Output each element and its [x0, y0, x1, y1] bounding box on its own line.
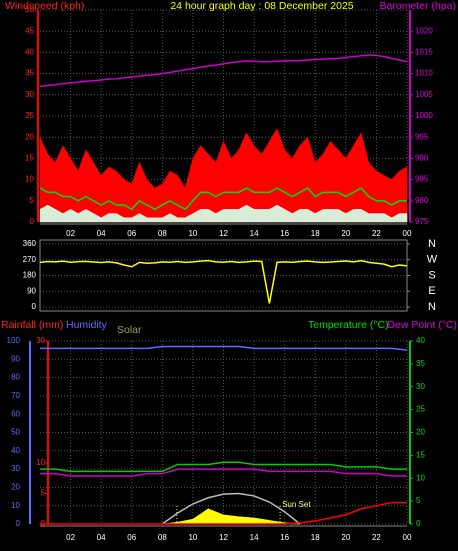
- series-line: [39, 187, 407, 211]
- series-line: [40, 345, 408, 351]
- x-tick-label: 00: [403, 533, 412, 542]
- y-tick-label: 50: [11, 428, 20, 437]
- x-tick-label: 00: [403, 229, 412, 238]
- y-tick-label: 0: [30, 217, 35, 226]
- y-tick-label: 100: [7, 336, 21, 345]
- y2-tick-label: 40: [416, 336, 425, 345]
- y-tick-label: 70: [11, 391, 20, 400]
- y-tick-label: 10: [25, 175, 34, 184]
- y2-tick-label: 30: [416, 382, 425, 391]
- x-tick-label: 02: [66, 229, 75, 238]
- series-line: [39, 259, 408, 304]
- x-tick-label: 06: [127, 229, 136, 238]
- y2-tick-label: 1005: [415, 90, 433, 99]
- y-tick-label: 20: [11, 483, 20, 492]
- y2-tick-label: 985: [415, 175, 429, 184]
- y-tick-label: 5: [30, 196, 35, 205]
- x-tick-label: 20: [341, 229, 350, 238]
- chart-title: 24 hour graph day : 08 December 2025: [170, 0, 353, 12]
- x-tick-label: 22: [372, 533, 381, 542]
- solar-label: Solar: [117, 324, 142, 336]
- x-tick-label: 22: [372, 229, 381, 238]
- x-tick-label: 14: [250, 533, 259, 542]
- x-tick-label: 12: [219, 533, 228, 542]
- y2-tick-label: 1000: [415, 111, 433, 120]
- x-tick-label: 16: [280, 533, 289, 542]
- annotation: Sun Set: [282, 500, 311, 509]
- y-tick-label: 60: [11, 409, 20, 418]
- series-area: [39, 128, 408, 223]
- series-area: [39, 204, 408, 223]
- x-tick-label: 06: [127, 533, 136, 542]
- y2-tick-label: 995: [415, 132, 429, 141]
- x-tick-label: 08: [158, 229, 167, 238]
- y2-tick-label: S: [428, 269, 435, 281]
- y-tick-label: 270: [23, 255, 37, 264]
- temperature-label: Temperature (°C): [308, 319, 389, 331]
- y2-tick-label: 1020: [415, 26, 433, 35]
- x-tick-label: 04: [97, 533, 106, 542]
- y3-tick-label: 10: [36, 458, 45, 467]
- y2-tick-label: 1010: [415, 69, 433, 78]
- y-tick-label: 15: [25, 154, 34, 163]
- y3-tick-label: 30: [36, 336, 45, 345]
- series-line: [161, 492, 301, 525]
- y2-tick-label: 0: [416, 519, 421, 528]
- y-tick-label: 90: [27, 286, 36, 295]
- y2-tick-label: N: [428, 301, 436, 313]
- x-tick-label: 20: [341, 533, 350, 542]
- y-tick-label: 20: [25, 132, 34, 141]
- y3-tick-label: 5: [41, 489, 46, 498]
- series-line: [40, 468, 407, 477]
- series-area: [162, 508, 300, 525]
- y2-tick-label: 15: [416, 450, 425, 459]
- x-tick-label: 02: [66, 533, 75, 542]
- series-line: [40, 461, 407, 473]
- y-tick-label: 360: [23, 239, 37, 248]
- y-tick-label: 40: [25, 48, 34, 57]
- y-tick-label: 0: [32, 302, 37, 311]
- y2-tick-label: 5: [416, 496, 421, 505]
- y2-tick-label: 975: [415, 217, 429, 226]
- y2-tick-label: 20: [416, 428, 425, 437]
- x-tick-label: 10: [188, 229, 197, 238]
- y2-tick-label: 990: [415, 154, 429, 163]
- y-tick-label: 0: [16, 519, 21, 528]
- y-tick-label: 45: [25, 26, 34, 35]
- barometer-label: Barometer (hpa): [380, 0, 456, 12]
- y-tick-label: 180: [23, 271, 37, 280]
- y2-tick-label: 10: [416, 473, 425, 482]
- x-tick-label: 08: [158, 533, 167, 542]
- windspeed-label: Windspeed (kph): [5, 0, 84, 12]
- x-tick-label: 18: [311, 533, 320, 542]
- x-tick-label: 16: [280, 229, 289, 238]
- y2-tick-label: 35: [416, 359, 425, 368]
- dewpoint-label: Dew Point (°C): [387, 319, 457, 331]
- x-tick-label: 12: [219, 229, 228, 238]
- y-tick-label: 40: [11, 446, 20, 455]
- y2-tick-label: E: [428, 285, 435, 297]
- y-tick-label: 90: [11, 354, 20, 363]
- y-tick-label: 25: [25, 111, 34, 120]
- y2-tick-label: 980: [415, 196, 429, 205]
- y-tick-label: 80: [11, 373, 20, 382]
- y-tick-label: 35: [25, 69, 34, 78]
- y2-tick-label: N: [428, 238, 436, 250]
- x-tick-label: 04: [97, 229, 106, 238]
- series-line: [39, 54, 408, 88]
- x-tick-label: 14: [250, 229, 259, 238]
- y-tick-label: 50: [25, 5, 34, 14]
- y-tick-label: 10: [11, 501, 20, 510]
- humidity-label: Humidity: [66, 319, 108, 331]
- series-line: [40, 501, 407, 525]
- x-tick-label: 18: [311, 229, 320, 238]
- rainfall-label: Rainfall (mm): [1, 319, 63, 331]
- y2-tick-label: 25: [416, 405, 425, 414]
- x-tick-label: 10: [188, 533, 197, 542]
- y2-tick-label: 1015: [415, 48, 433, 57]
- y-tick-label: 30: [11, 464, 20, 473]
- y2-tick-label: W: [427, 254, 438, 266]
- y-tick-label: 30: [25, 90, 34, 99]
